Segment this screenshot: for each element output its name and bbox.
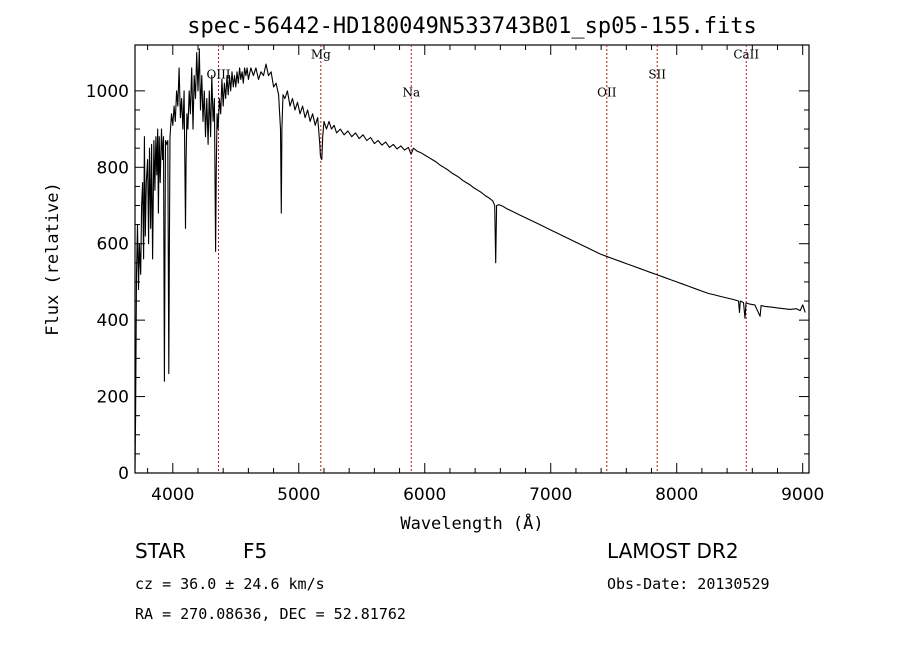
plot-frame [134, 44, 810, 474]
survey-name: LAMOST DR2 [607, 539, 739, 563]
y-tick-label: 0 [118, 464, 129, 484]
y-tick-label: 600 [97, 235, 129, 255]
spectrum-series [134, 48, 806, 470]
redshift-cz: cz = 36.0 ± 24.6 km/s [135, 575, 325, 593]
x-axis-ticks: 4000 5000 6000 7000 8000 9000 [147, 45, 824, 505]
observation-date: Obs-Date: 20130529 [607, 575, 770, 593]
ra-dec-coordinates: RA = 270.08636, DEC = 52.81762 [135, 605, 406, 623]
spectrum-line [134, 48, 806, 470]
x-axis-label: Wavelength (Å) [400, 512, 543, 534]
y-axis-label: Flux (relative) [43, 182, 63, 336]
object-class: STAR [135, 539, 186, 563]
spectral-subclass: F5 [243, 539, 267, 563]
line-label-sii: SII [648, 68, 666, 82]
x-tick-label: 8000 [655, 485, 698, 505]
x-tick-label: 7000 [529, 485, 572, 505]
spectral-line-markers: OIII Mg Na OII SII CaII [206, 45, 759, 473]
line-label-na: Na [402, 86, 420, 100]
y-axis-ticks: 0 200 400 600 800 1000 [86, 82, 809, 484]
line-label-oii: OII [597, 86, 617, 100]
x-tick-label: 9000 [781, 485, 824, 505]
y-tick-label: 400 [97, 311, 129, 331]
x-tick-label: 5000 [277, 485, 320, 505]
chart-title: spec-56442-HD180049N533743B01_sp05-155.f… [187, 14, 757, 39]
y-tick-label: 800 [97, 158, 129, 178]
x-tick-label: 4000 [151, 485, 194, 505]
x-tick-label: 6000 [403, 485, 446, 505]
y-tick-label: 1000 [86, 82, 129, 102]
line-label-oiii: OIII [206, 68, 230, 82]
line-label-caii: CaII [733, 47, 759, 61]
line-label-mg: Mg [311, 47, 331, 61]
y-tick-label: 200 [97, 388, 129, 408]
